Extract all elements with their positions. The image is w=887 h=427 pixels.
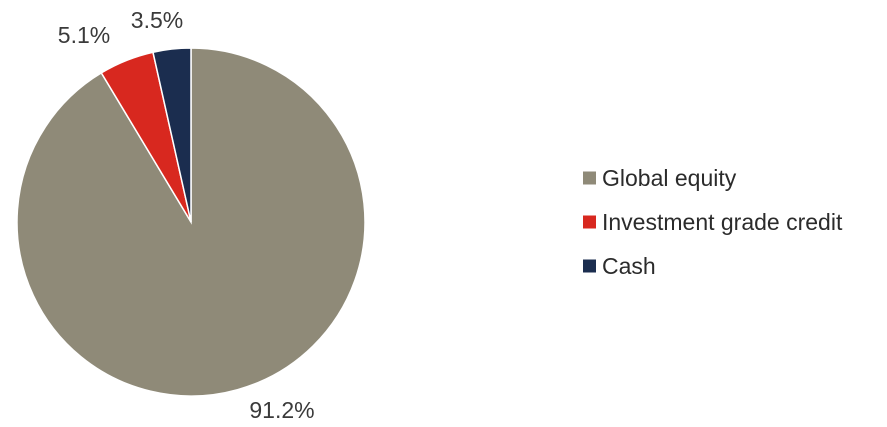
- legend: Global equity Investment grade credit Cash: [583, 165, 843, 279]
- legend-swatch-global-equity: [583, 171, 596, 185]
- legend-swatch-investment-grade-credit: [583, 215, 596, 229]
- legend-label-global-equity: Global equity: [602, 165, 737, 191]
- data-label-global-equity: 91.2%: [249, 397, 314, 423]
- data-labels: 91.2% 5.1% 3.5%: [58, 7, 315, 423]
- legend-swatch-cash: [583, 259, 596, 273]
- legend-label-investment-grade-credit: Investment grade credit: [602, 209, 843, 235]
- legend-label-cash: Cash: [602, 253, 656, 279]
- pie-slice-cash: [152, 47, 192, 223]
- pie-slices: [16, 47, 366, 397]
- data-label-cash: 3.5%: [131, 7, 183, 33]
- data-label-investment-grade-credit: 5.1%: [58, 22, 110, 48]
